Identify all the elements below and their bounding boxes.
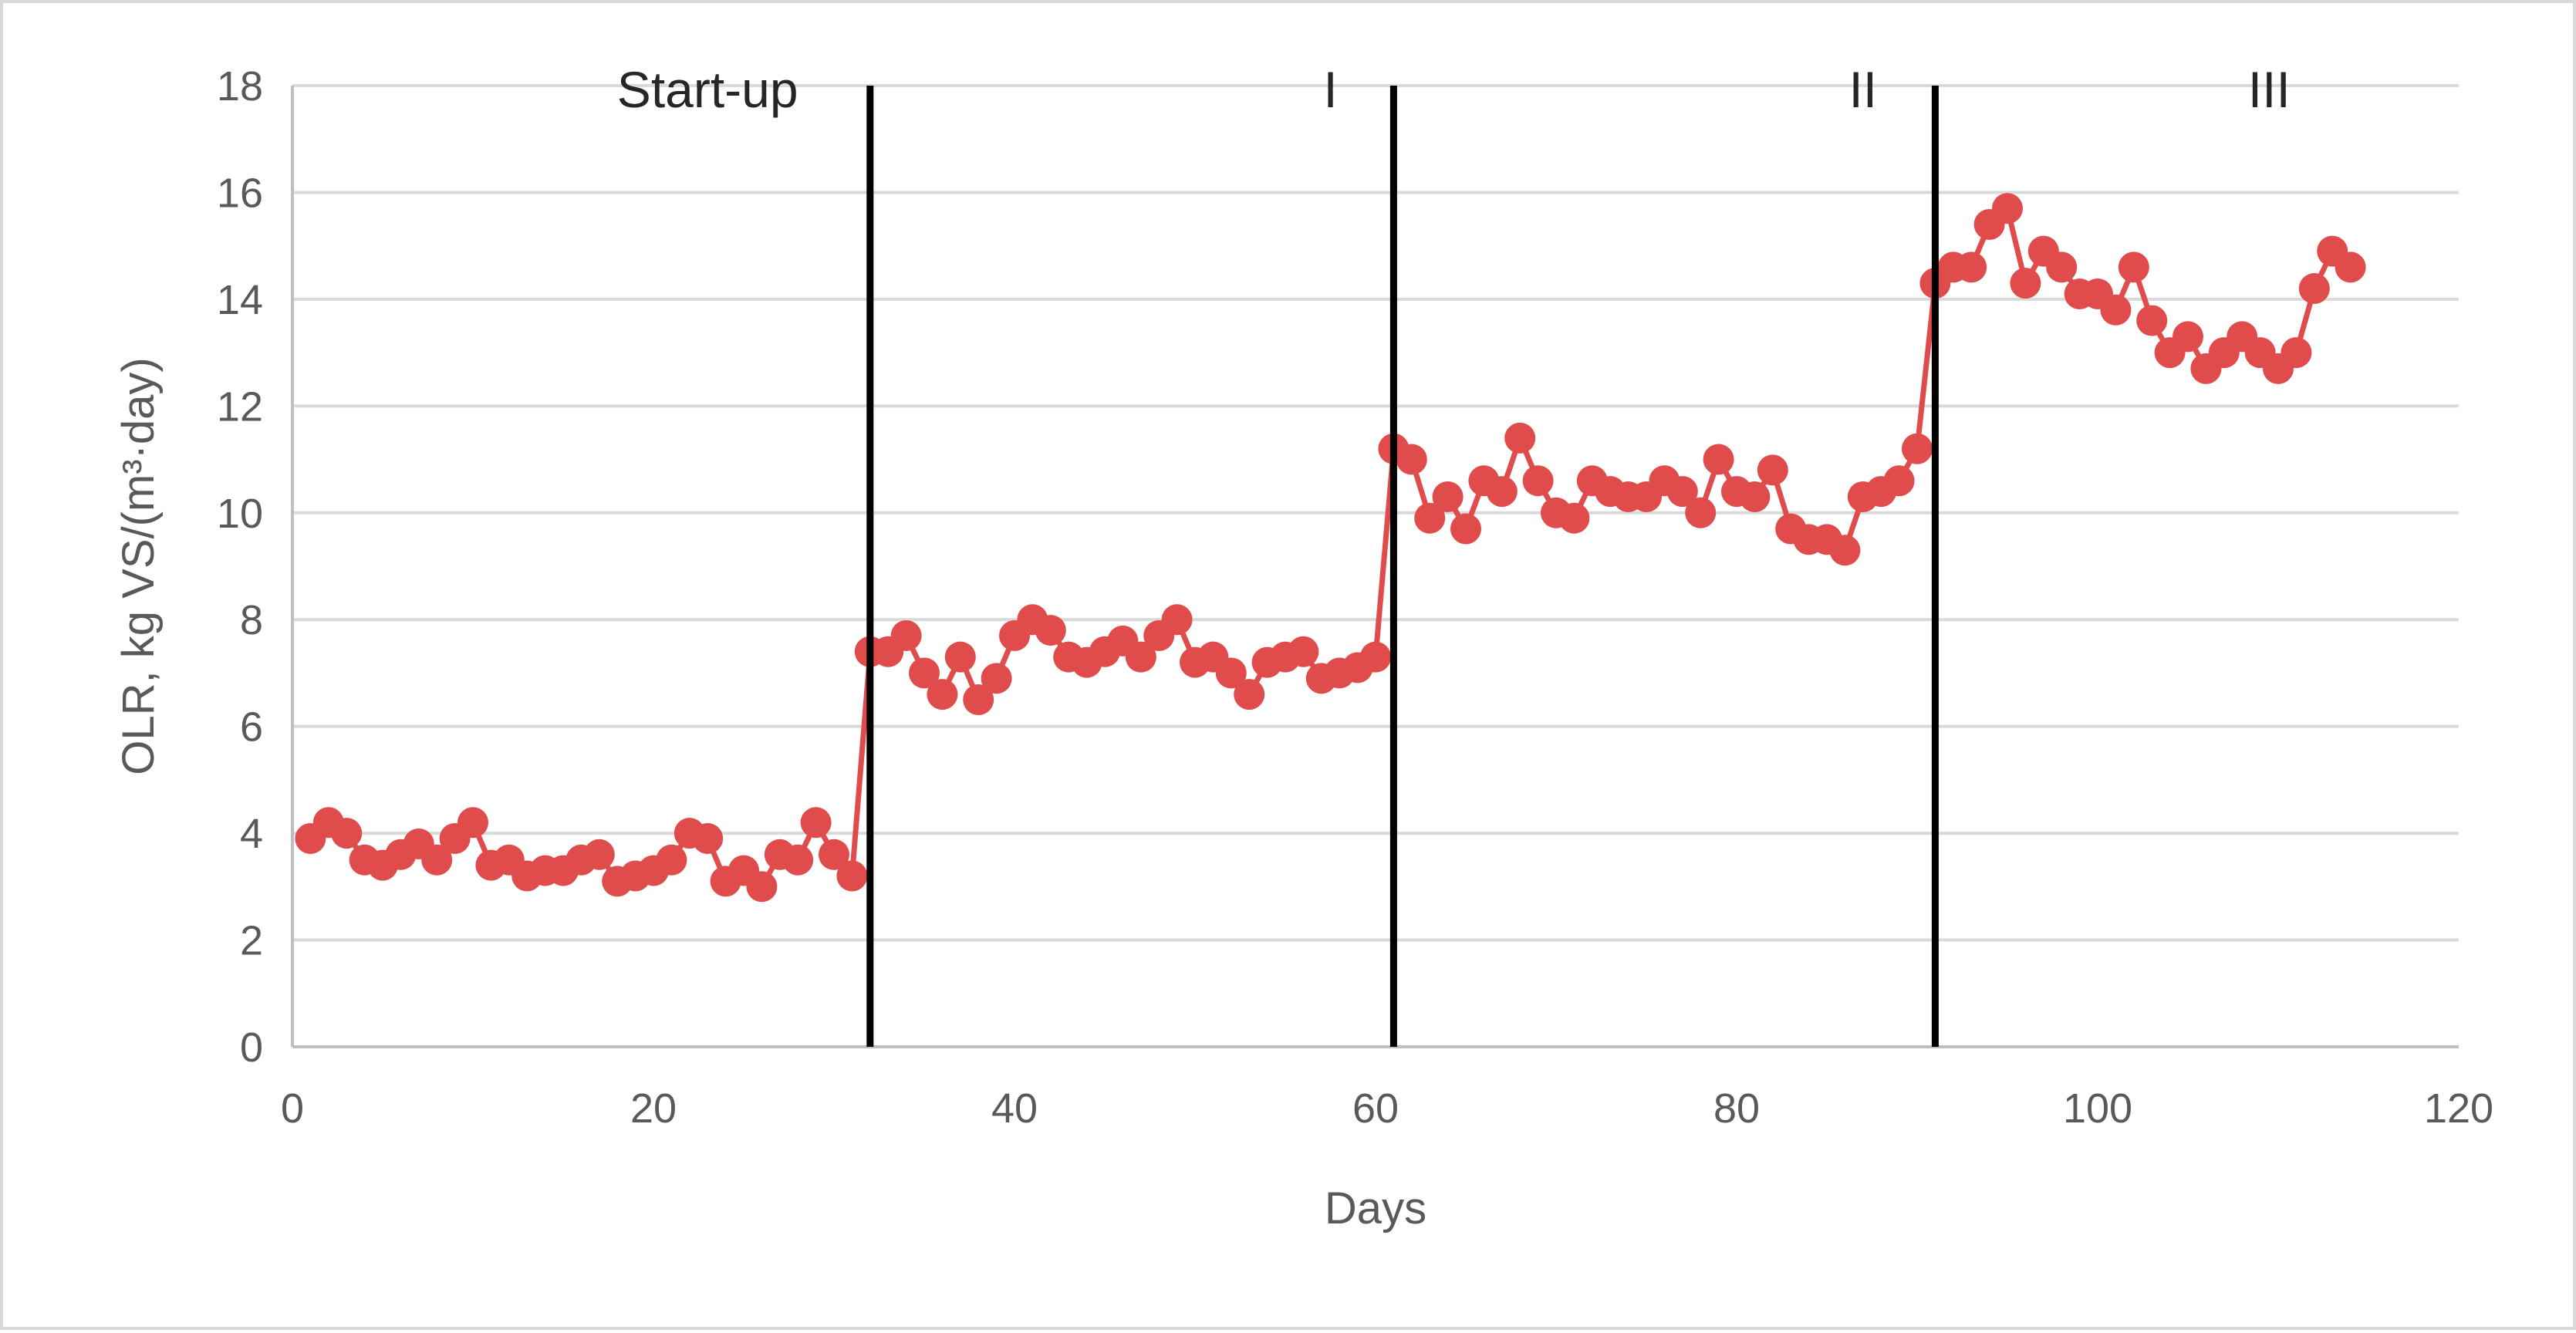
data-point: [656, 844, 687, 876]
x-axis-title: Days: [1325, 1183, 1426, 1233]
data-point: [1288, 636, 1319, 667]
data-point: [1396, 444, 1427, 475]
data-point: [1414, 502, 1446, 534]
data-point: [944, 641, 976, 673]
data-point: [1215, 657, 1247, 689]
data-point: [836, 860, 868, 892]
data-point: [963, 684, 994, 716]
data-point: [1829, 535, 1861, 566]
series-line: [309, 205, 2352, 889]
data-point: [1504, 422, 1536, 454]
data-point: [1883, 465, 1915, 497]
data-point: [2335, 251, 2366, 283]
y-tick-label: 16: [217, 170, 263, 216]
y-tick-label: 4: [240, 811, 263, 857]
phase-label: I: [1323, 61, 1337, 118]
data-point: [1125, 641, 1156, 673]
data-point: [2136, 305, 2168, 336]
phase-label: Start-up: [617, 61, 798, 118]
data-point: [421, 844, 453, 876]
data-point: [1234, 679, 1265, 710]
data-point: [1486, 476, 1518, 508]
series-olr: [295, 193, 2366, 903]
data-point: [909, 657, 940, 689]
y-tick-label: 0: [240, 1024, 263, 1071]
data-point: [1703, 444, 1734, 475]
data-point: [2281, 337, 2312, 369]
data-point: [1739, 481, 1771, 513]
y-tick-label: 12: [217, 383, 263, 430]
data-point: [2173, 321, 2203, 353]
data-point: [1161, 604, 1193, 636]
data-point: [1757, 454, 1788, 486]
data-point: [2100, 294, 2132, 326]
data-point: [2118, 251, 2149, 283]
data-point: [1956, 251, 1987, 283]
phase-dividers: [866, 86, 1939, 1047]
data-point: [800, 807, 832, 839]
axes: [291, 86, 2459, 1048]
y-axis-title: OLR, kg VS/(m³·day): [113, 357, 164, 774]
y-tick-label: 14: [217, 277, 263, 323]
x-tick-label: 80: [1713, 1085, 1760, 1132]
data-point: [1035, 615, 1066, 646]
phase-label: III: [2248, 61, 2291, 118]
data-point: [1902, 433, 1933, 464]
x-tick-label: 0: [281, 1085, 304, 1132]
data-point: [583, 839, 615, 870]
data-point: [1666, 476, 1698, 508]
data-point: [1432, 481, 1464, 513]
x-tick-label: 60: [1352, 1085, 1399, 1132]
data-point: [1522, 465, 1554, 497]
x-tick-label: 100: [2063, 1085, 2132, 1132]
data-point: [331, 818, 363, 849]
y-tick-label: 18: [217, 63, 263, 110]
data-point: [890, 619, 922, 651]
data-point: [1450, 513, 1481, 545]
data-point: [782, 844, 814, 876]
data-point: [819, 839, 849, 870]
grid-lines: [292, 84, 2459, 942]
x-tick-label: 40: [991, 1085, 1038, 1132]
y-tick-label: 6: [240, 704, 263, 751]
y-tick-label: 10: [217, 491, 263, 537]
data-point: [457, 807, 488, 839]
data-point: [746, 871, 778, 903]
data-point: [2046, 251, 2078, 283]
data-point: [1685, 497, 1717, 528]
data-point: [2010, 268, 2041, 299]
data-point: [1992, 193, 2023, 224]
line-chart: 0 2 4 6 8 10 12 14 16 18 0 20 40 60 80 100 120 Days OLR, k…: [113, 61, 2493, 1233]
data-point: [981, 663, 1012, 694]
phase-label: II: [1848, 61, 1877, 118]
labels: 0 2 4 6 8 10 12 14 16 18 0 20 40 60 80 100 120 Days OLR, k…: [113, 61, 2493, 1233]
y-tick-label: 2: [240, 918, 263, 964]
x-tick-label: 20: [630, 1085, 677, 1132]
data-point: [692, 823, 724, 855]
data-point: [1558, 502, 1590, 534]
data-point: [1360, 641, 1391, 673]
y-tick-label: 8: [240, 597, 263, 643]
data-point: [2298, 273, 2330, 305]
data-point: [927, 679, 958, 710]
x-tick-label: 120: [2424, 1085, 2493, 1132]
